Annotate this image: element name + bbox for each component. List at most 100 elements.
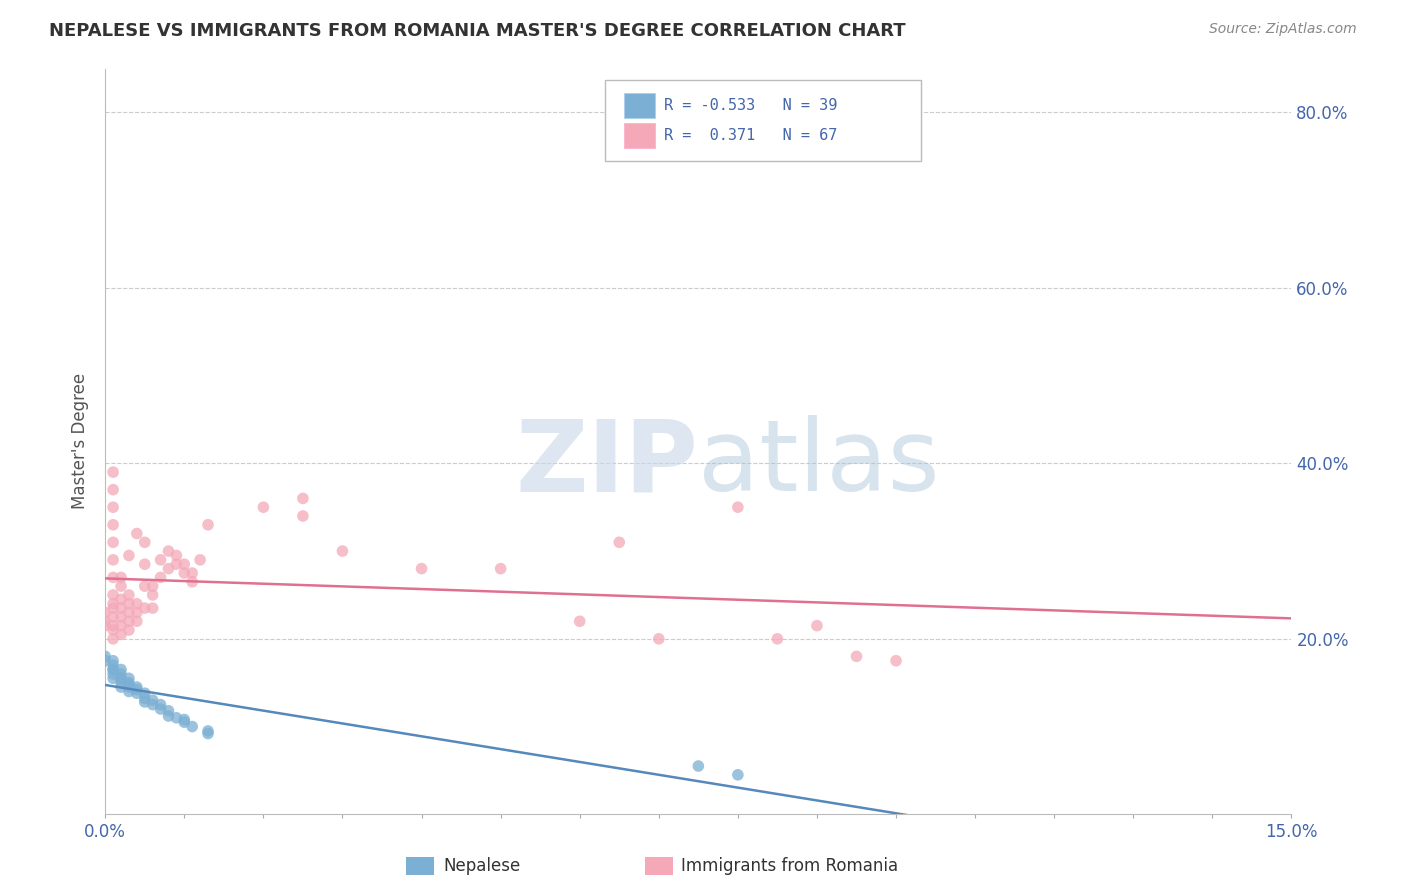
Text: R =  0.371   N = 67: R = 0.371 N = 67 (664, 128, 837, 143)
Point (94, 654, 117, 668)
Point (101, 632, 124, 646)
Point (727, 500, 749, 515)
Point (165, 711, 187, 725)
Point (181, 566, 204, 580)
Point (134, 691, 156, 706)
Text: Immigrants from Romania: Immigrants from Romania (681, 857, 897, 875)
Point (118, 549, 141, 563)
Point (101, 588, 124, 602)
Point (101, 500, 124, 515)
Point (125, 682, 148, 697)
Text: ZIP: ZIP (516, 416, 699, 512)
Point (125, 614, 148, 628)
Point (157, 704, 180, 718)
Point (94, 618, 117, 632)
Point (197, 726, 219, 740)
Point (101, 667, 124, 681)
Point (125, 526, 148, 541)
Point (134, 686, 156, 700)
Point (125, 606, 148, 620)
Point (165, 549, 187, 563)
Point (142, 693, 165, 707)
Point (101, 610, 124, 624)
Point (607, 535, 630, 549)
Text: NEPALESE VS IMMIGRANTS FROM ROMANIA MASTER'S DEGREE CORRELATION CHART: NEPALESE VS IMMIGRANTS FROM ROMANIA MAST… (49, 22, 905, 40)
Point (173, 566, 195, 580)
Point (332, 544, 354, 558)
Point (101, 465, 124, 479)
Point (134, 579, 156, 593)
Point (101, 570, 124, 584)
Point (648, 632, 671, 646)
Text: atlas: atlas (699, 416, 941, 512)
Point (101, 671, 124, 685)
Text: Source: ZipAtlas.com: Source: ZipAtlas.com (1209, 22, 1357, 37)
Point (110, 570, 132, 584)
Point (149, 553, 172, 567)
Point (181, 574, 204, 589)
Point (157, 709, 180, 723)
Point (568, 614, 591, 628)
Point (101, 553, 124, 567)
Point (489, 561, 512, 575)
Point (101, 517, 124, 532)
Point (727, 768, 749, 782)
Point (845, 649, 868, 664)
Point (142, 579, 165, 593)
Point (125, 597, 148, 611)
Point (101, 483, 124, 497)
Point (134, 558, 156, 572)
Point (110, 667, 132, 681)
Point (157, 561, 180, 575)
Text: Nepalese: Nepalese (443, 857, 520, 875)
Point (766, 632, 789, 646)
Point (110, 601, 132, 615)
Point (291, 508, 314, 523)
Point (149, 570, 172, 584)
Point (101, 658, 124, 673)
Point (110, 579, 132, 593)
Point (125, 686, 148, 700)
Point (181, 720, 204, 734)
Point (110, 610, 132, 624)
Point (165, 558, 187, 572)
Point (142, 601, 165, 615)
Point (94, 614, 117, 628)
Point (110, 618, 132, 632)
Point (101, 597, 124, 611)
Point (101, 663, 124, 677)
Point (118, 680, 141, 694)
Point (134, 601, 156, 615)
Point (94, 649, 117, 664)
Point (118, 588, 141, 602)
Point (149, 698, 172, 712)
Point (110, 671, 132, 685)
Point (134, 535, 156, 549)
Point (134, 695, 156, 709)
Text: R = -0.533   N = 39: R = -0.533 N = 39 (664, 98, 837, 112)
Point (188, 553, 211, 567)
Point (101, 618, 124, 632)
Point (173, 715, 195, 730)
Point (118, 684, 141, 698)
Point (110, 663, 132, 677)
Y-axis label: Master's Degree: Master's Degree (72, 374, 89, 509)
Point (110, 675, 132, 690)
Point (110, 671, 132, 685)
Point (197, 517, 219, 532)
Point (110, 627, 132, 641)
Point (411, 561, 433, 575)
Point (157, 544, 180, 558)
Point (149, 702, 172, 716)
Point (118, 606, 141, 620)
Point (110, 680, 132, 694)
Point (101, 654, 124, 668)
Point (118, 677, 141, 691)
Point (118, 614, 141, 628)
Point (291, 491, 314, 506)
Point (94, 606, 117, 620)
Point (173, 713, 195, 727)
Point (806, 618, 828, 632)
Point (110, 592, 132, 607)
Point (118, 671, 141, 685)
